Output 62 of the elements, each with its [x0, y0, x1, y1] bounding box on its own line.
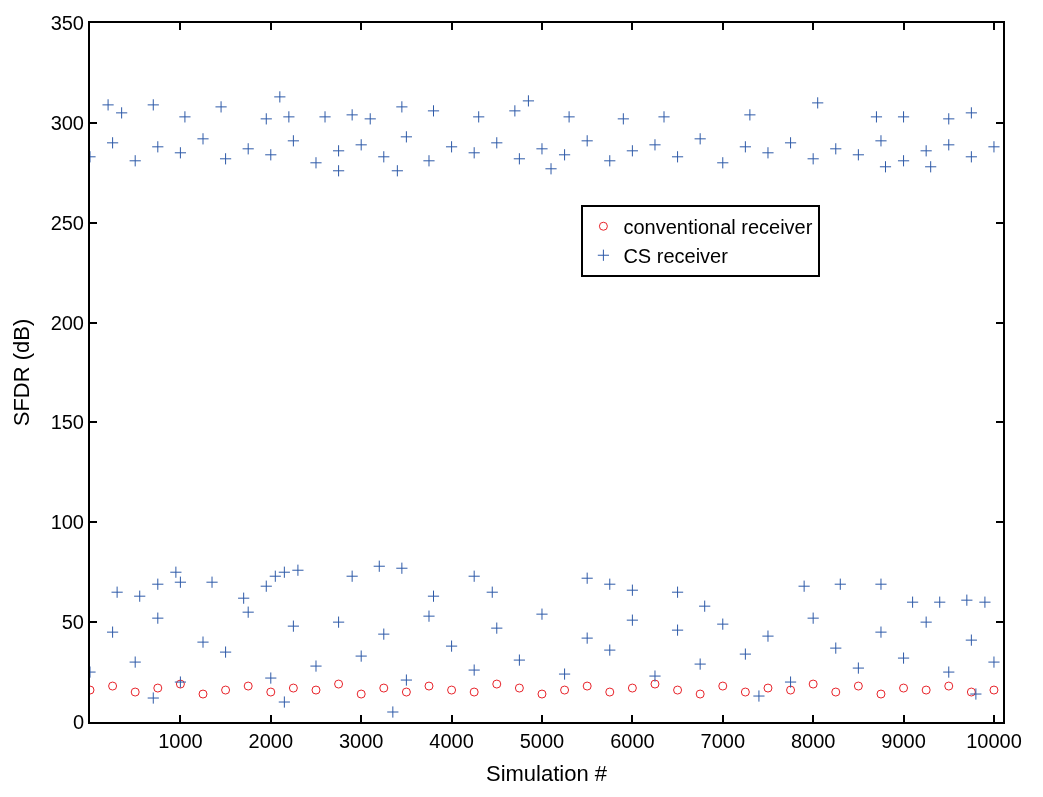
x-tick-label: 8000 [790, 730, 836, 752]
point [514, 683, 524, 693]
point [198, 689, 208, 699]
point [560, 685, 570, 695]
point [492, 679, 502, 689]
x-tick-label: 6000 [610, 730, 655, 752]
point [243, 681, 253, 691]
point [108, 681, 118, 691]
legend-label: CS receiver [623, 245, 729, 268]
point [447, 685, 457, 695]
point [876, 689, 886, 699]
point [627, 683, 637, 693]
legend-label: conventional receiver [623, 216, 813, 239]
x-tick-label: 7000 [700, 730, 746, 752]
x-tick-label: 4000 [429, 730, 474, 752]
point [130, 687, 140, 697]
point [334, 679, 344, 689]
point [379, 683, 389, 693]
y-tick-label: 300 [50, 111, 84, 134]
x-axis-title: Simulation # [485, 761, 608, 787]
y-tick-label: 200 [50, 311, 84, 334]
y-tick-label: 50 [61, 611, 84, 634]
point [718, 681, 728, 691]
point [786, 685, 796, 695]
x-tick-label: 10000 [966, 730, 1022, 752]
point [401, 687, 411, 697]
point [740, 687, 750, 697]
point [989, 685, 999, 695]
point [673, 685, 683, 695]
y-axis-title: SFDR (dB) [8, 318, 34, 427]
point [831, 687, 841, 697]
x-tick-label: 3000 [338, 730, 384, 752]
point [469, 687, 479, 697]
point [175, 679, 185, 689]
point [153, 683, 163, 693]
y-tick-label: 100 [50, 511, 84, 534]
point [921, 685, 931, 695]
x-tick-label: 2000 [248, 730, 294, 752]
point [537, 689, 547, 699]
y-tick-label: 350 [50, 12, 84, 34]
point [311, 685, 321, 695]
point [582, 681, 592, 691]
point [944, 681, 954, 691]
y-tick-label: 150 [50, 411, 84, 434]
point [221, 685, 231, 695]
x-tick-label: 5000 [519, 730, 565, 752]
point [853, 681, 863, 691]
point [650, 679, 660, 689]
x-tick-label: 1000 [158, 730, 203, 752]
point [424, 681, 434, 691]
point [288, 683, 298, 693]
point [808, 679, 818, 689]
point [356, 689, 366, 699]
point [899, 683, 909, 693]
y-tick-label: 0 [72, 711, 84, 733]
point [605, 687, 615, 697]
point [763, 683, 773, 693]
point [695, 689, 705, 699]
point [966, 687, 976, 697]
y-tick-label: 250 [50, 211, 84, 234]
point [266, 687, 276, 697]
x-tick-label: 9000 [881, 730, 926, 752]
